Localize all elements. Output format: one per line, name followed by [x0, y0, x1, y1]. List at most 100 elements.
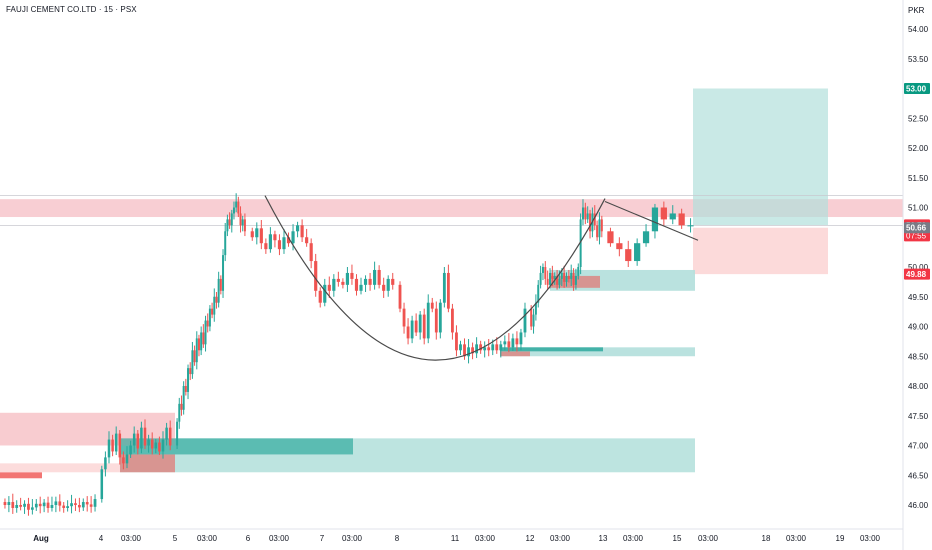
- x-tick-label-21: 03:00: [860, 534, 881, 543]
- cup-curve: [264, 195, 606, 361]
- zone-low-fill: [500, 347, 603, 352]
- candle-body-155: [565, 275, 568, 282]
- candle-body-82: [277, 240, 282, 250]
- candle-body-26: [107, 439, 111, 458]
- candle-body-159: [574, 275, 577, 285]
- handle-trendline: [604, 201, 699, 241]
- candle-body-104: [377, 269, 381, 285]
- candle-body-51: [191, 350, 194, 375]
- candle-body-0: [3, 502, 7, 505]
- candle-body-122: [455, 332, 458, 351]
- candle-body-50: [189, 368, 192, 375]
- candle-body-33: [132, 433, 136, 446]
- candle-body-133: [499, 344, 503, 351]
- candle-body-49: [187, 368, 190, 392]
- candle-body-161: [579, 219, 582, 267]
- candle-body-54: [197, 338, 200, 351]
- candle-body-9: [38, 503, 42, 507]
- candle-body-94: [332, 278, 336, 291]
- candle-body-68: [228, 219, 231, 226]
- x-tick-label-0: Aug: [33, 534, 49, 543]
- currency-label: PKR: [908, 6, 925, 15]
- zone-long-stop: [693, 227, 828, 275]
- x-tick-label-12: 12: [526, 534, 535, 543]
- candle-body-4: [19, 505, 22, 507]
- candle-body-144: [539, 272, 542, 285]
- candle-body-39: [154, 442, 158, 449]
- candle-body-75: [243, 219, 246, 232]
- candle-body-132: [495, 344, 499, 351]
- candle-body-143: [537, 284, 540, 303]
- candle-body-180: [687, 225, 694, 227]
- candle-body-170: [600, 219, 603, 232]
- candle-body-6: [27, 503, 30, 510]
- candle-body-179: [678, 213, 685, 226]
- candle-body-55: [200, 332, 203, 351]
- candle-body-163: [584, 207, 587, 220]
- candle-body-116: [430, 302, 434, 309]
- candle-body-174: [634, 243, 641, 262]
- zone-demand-fill: [120, 438, 353, 455]
- candle-body-12: [50, 505, 54, 508]
- candle-body-110: [406, 326, 410, 339]
- candle-body-140: [530, 308, 533, 327]
- candle-body-124: [463, 344, 466, 357]
- candle-body-176: [651, 207, 659, 232]
- candle-body-135: [507, 341, 511, 348]
- x-tick-label-13: 03:00: [550, 534, 571, 543]
- candle-body-25: [104, 457, 107, 470]
- price-label-2: 50.66: [906, 224, 927, 233]
- candle-body-149: [551, 272, 554, 279]
- candle-body-83: [282, 237, 286, 250]
- x-tick-label-3: 5: [173, 534, 178, 543]
- candle-body-32: [129, 445, 132, 455]
- x-tick-label-15: 03:00: [623, 534, 644, 543]
- candle-body-117: [434, 308, 438, 333]
- x-tick-label-14: 13: [599, 534, 608, 543]
- candle-body-42: [165, 427, 168, 440]
- candle-body-91: [318, 290, 322, 303]
- candle-body-22: [89, 504, 93, 507]
- candle-body-10: [42, 502, 46, 507]
- candle-body-72: [237, 201, 240, 214]
- candle-body-172: [616, 243, 623, 250]
- zone-low-stop: [500, 351, 530, 357]
- candle-body-109: [402, 308, 406, 327]
- zone-demand-stop: [120, 454, 175, 473]
- candle-body-16: [66, 506, 69, 508]
- candle-body-70: [232, 207, 235, 214]
- candle-body-177: [660, 207, 667, 220]
- x-tick-label-16: 15: [673, 534, 682, 543]
- x-tick-label-17: 03:00: [698, 534, 719, 543]
- candle-body-150: [553, 275, 556, 279]
- candle-body-44: [176, 421, 179, 446]
- y-tick-label-2: 47.00: [908, 442, 929, 451]
- x-tick-label-8: 03:00: [342, 534, 363, 543]
- x-tick-label-20: 19: [836, 534, 845, 543]
- candle-body-77: [255, 228, 259, 238]
- candle-body-71: [235, 201, 238, 208]
- candle-body-87: [300, 225, 304, 238]
- candle-body-78: [259, 228, 263, 244]
- candle-body-64: [219, 278, 222, 291]
- zone-long-target: [693, 88, 828, 226]
- candle-body-90: [314, 261, 318, 291]
- candle-body-164: [586, 213, 589, 220]
- candle-body-119: [442, 272, 446, 303]
- chart-title: FAUJI CEMENT CO.LTD · 15 · PSX: [6, 5, 137, 14]
- candle-body-86: [295, 225, 300, 232]
- candle-body-1: [7, 502, 11, 505]
- candle-body-160: [577, 267, 580, 276]
- candle-body-89: [309, 243, 313, 262]
- candle-body-103: [373, 269, 377, 285]
- candle-body-21: [85, 502, 89, 505]
- candle-body-173: [625, 249, 632, 262]
- candle-body-20: [81, 502, 85, 508]
- candle-body-131: [491, 344, 495, 351]
- candle-body-7: [31, 507, 34, 510]
- candle-body-88: [305, 237, 309, 244]
- candle-body-169: [598, 219, 601, 238]
- candle-body-136: [511, 338, 515, 348]
- candle-body-2: [11, 502, 15, 508]
